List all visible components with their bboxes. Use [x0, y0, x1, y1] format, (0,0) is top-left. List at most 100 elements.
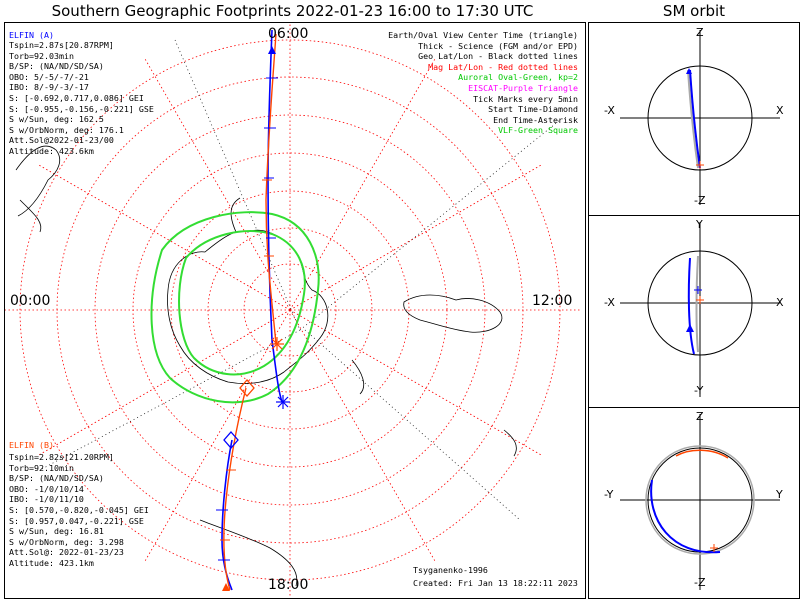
- mag-meridian-lines: [5, 23, 580, 598]
- mag-meridian: [289, 164, 542, 311]
- elfin-b-tick-marks: [220, 179, 274, 541]
- mag-meridian: [289, 58, 436, 311]
- elfin-b-center-triangle: [222, 583, 230, 591]
- elfin-b-start-diamond: [239, 379, 255, 397]
- elfin-b-end-asterisk: [270, 337, 284, 351]
- clock-label-right: 12:00: [532, 293, 573, 309]
- elfin-b-info-line: IBO: -1/0/11/10: [9, 494, 84, 505]
- sm-yz-right-label: Y: [776, 488, 783, 501]
- legend-item: EISCAT-Purple Triangle: [468, 82, 578, 93]
- elfin-b-info-line: S: [0.957,0.047,-0.221] GSE: [9, 515, 144, 526]
- legend-item: Thick - Science (FGM and/or EPD): [418, 40, 578, 51]
- antarctic-peninsula: [230, 197, 241, 233]
- elfin-a-center-triangle: [268, 46, 276, 54]
- sm-yz-asterisk-b: [710, 544, 718, 552]
- elfin-b-info-line: S w/Sun, deg: 16.81: [9, 526, 104, 537]
- legend-item: Mag Lat/Lon - Red dotted lines: [428, 61, 578, 72]
- mag-meridian: [144, 58, 291, 311]
- elfin-a-start-diamond: [223, 431, 239, 449]
- created-label: Created: Fri Jan 13 18:22:11 2023: [413, 578, 578, 588]
- model-label: Tsyganenko-1996: [413, 565, 488, 575]
- south-america-coast: [15, 145, 61, 217]
- sm-yz-top-label: Z: [696, 410, 704, 423]
- elfin-a-info-line: S: [-0.692,0.717,0.086] GEI: [9, 92, 144, 103]
- sm-xy-bottom-label: -Y: [694, 384, 704, 397]
- sm-panel-xy: [620, 222, 780, 397]
- elfin-a-info-line: IBO: 8/-9/-3/-17: [9, 82, 89, 93]
- legend-item: End Time-Asterisk: [493, 114, 578, 125]
- legend-item: Tick Marks every 5min: [473, 93, 578, 104]
- sm-xy-triangle-a: [686, 324, 694, 332]
- elfin-b-info-line: Torb=92.10min: [9, 462, 74, 473]
- sm-xz-right-label: X: [776, 104, 784, 117]
- elfin-b-info-line: B/SP: (NA/ND/SD/SA): [9, 473, 104, 484]
- sm-xy-earth-circle: [647, 250, 753, 356]
- tasmania-coast: [351, 359, 365, 395]
- elfin-a-info-line: S w/OrbNorm, deg: 176.1: [9, 124, 124, 135]
- mag-meridian: [289, 309, 542, 456]
- elfin-b-info-line: S: [0.570,-0.820,-0.045] GEI: [9, 504, 149, 515]
- elfin-a-info-line: Att.Sol@2022-01-23/00: [9, 135, 114, 146]
- clock-label-bottom: 18:00: [268, 577, 309, 593]
- sm-yz-bottom-label: -Z: [694, 576, 706, 589]
- legend-item: Start Time-Diamond: [488, 104, 578, 115]
- sm-yz-orbit-b: [675, 449, 729, 459]
- elfin-b-info-line: Att.Sol@: 2022-01-23/23: [9, 547, 124, 558]
- elfin-b-info-line: Altitude: 423.1km: [9, 557, 94, 568]
- elfin-a-end-asterisk: [276, 395, 290, 409]
- clock-label-top: 06:00: [268, 26, 309, 42]
- legend-item: Geo Lat/Lon - Black dotted lines: [418, 51, 578, 62]
- sm-xz-triangle-a: [686, 68, 692, 74]
- legend: Earth/Oval View Center Time (triangle) Th…: [388, 30, 578, 136]
- australia-coast: [403, 294, 503, 333]
- sm-xz-orbit-gray: [687, 69, 699, 169]
- auroral-oval-outer: [150, 211, 320, 404]
- main-title: Southern Geographic Footprints 2022-01-2…: [51, 2, 534, 20]
- elfin-a-info-line: OBO: 5/-5/-7/-21: [9, 71, 89, 82]
- sm-xz-left-label: -X: [604, 104, 615, 117]
- sm-xz-earth-circle: [647, 65, 753, 171]
- mag-meridian: [38, 309, 291, 456]
- elfin-a-info-line: Tspin=2.87s[20.87RPM]: [9, 40, 114, 50]
- coastlines: [15, 145, 517, 587]
- legend-item: Auroral Oval-Green, kp=2: [458, 72, 578, 83]
- legend-item: Earth/Oval View Center Time (triangle): [388, 30, 578, 40]
- sm-xy-asterisk-b: [696, 296, 704, 304]
- elfin-a-info-line: Altitude: 423.6km: [9, 145, 94, 156]
- elfin-a-tick-marks: [216, 77, 278, 561]
- mag-meridian: [38, 164, 291, 311]
- elfin-a-info-line: B/SP: (NA/ND/SD/SA): [9, 61, 104, 72]
- sm-xy-left-label: -X: [604, 296, 615, 309]
- clock-label-left: 00:00: [10, 293, 51, 309]
- elfin-a-info-line: S: [-0.955,-0.156,-0.221] GSE: [9, 103, 154, 114]
- sm-yz-orbit-gray: [645, 445, 755, 555]
- cape-horn-coast: [19, 199, 42, 233]
- antarctica-coast: [167, 229, 329, 384]
- sm-xz-asterisk-b: [696, 161, 704, 169]
- elfin-b-info-line: Tspin=2.82s[21.20RPM]: [9, 452, 114, 462]
- sm-xz-orbit-a: [689, 69, 701, 169]
- sm-xz-top-label: Z: [696, 26, 704, 39]
- elfin-b-info-line: OBO: -1/0/10/14: [9, 483, 84, 494]
- map-panel-frame: [4, 22, 586, 599]
- sm-xy-right-label: X: [776, 296, 784, 309]
- elfin-a-info-line: Torb=92.03min: [9, 50, 74, 61]
- sm-xy-orbit-a: [687, 257, 695, 355]
- auroral-oval-inner: [178, 230, 306, 376]
- polar-map: [5, 23, 580, 598]
- elfin-a-info-line: S w/Sun, deg: 162.5: [9, 114, 104, 125]
- africa-coast: [199, 519, 298, 587]
- sm-yz-left-label: -Y: [604, 488, 614, 501]
- sm-xy-orbit-gray: [695, 255, 699, 353]
- sm-xz-bottom-label: -Z: [694, 194, 706, 207]
- elfin-a-track-north: [267, 29, 283, 403]
- sm-panel-yz: [620, 414, 780, 590]
- sm-yz-orbit-a: [650, 479, 721, 554]
- new-zealand-coast: [503, 429, 517, 457]
- elfin-b-track-south: [223, 387, 247, 591]
- sm-xy-asterisk-a: [694, 286, 702, 294]
- mag-meridian: [144, 309, 291, 562]
- mag-meridian: [289, 309, 436, 562]
- legend-item: VLF-Green Square: [498, 125, 578, 136]
- sm-orbit-title: SM orbit: [662, 2, 726, 20]
